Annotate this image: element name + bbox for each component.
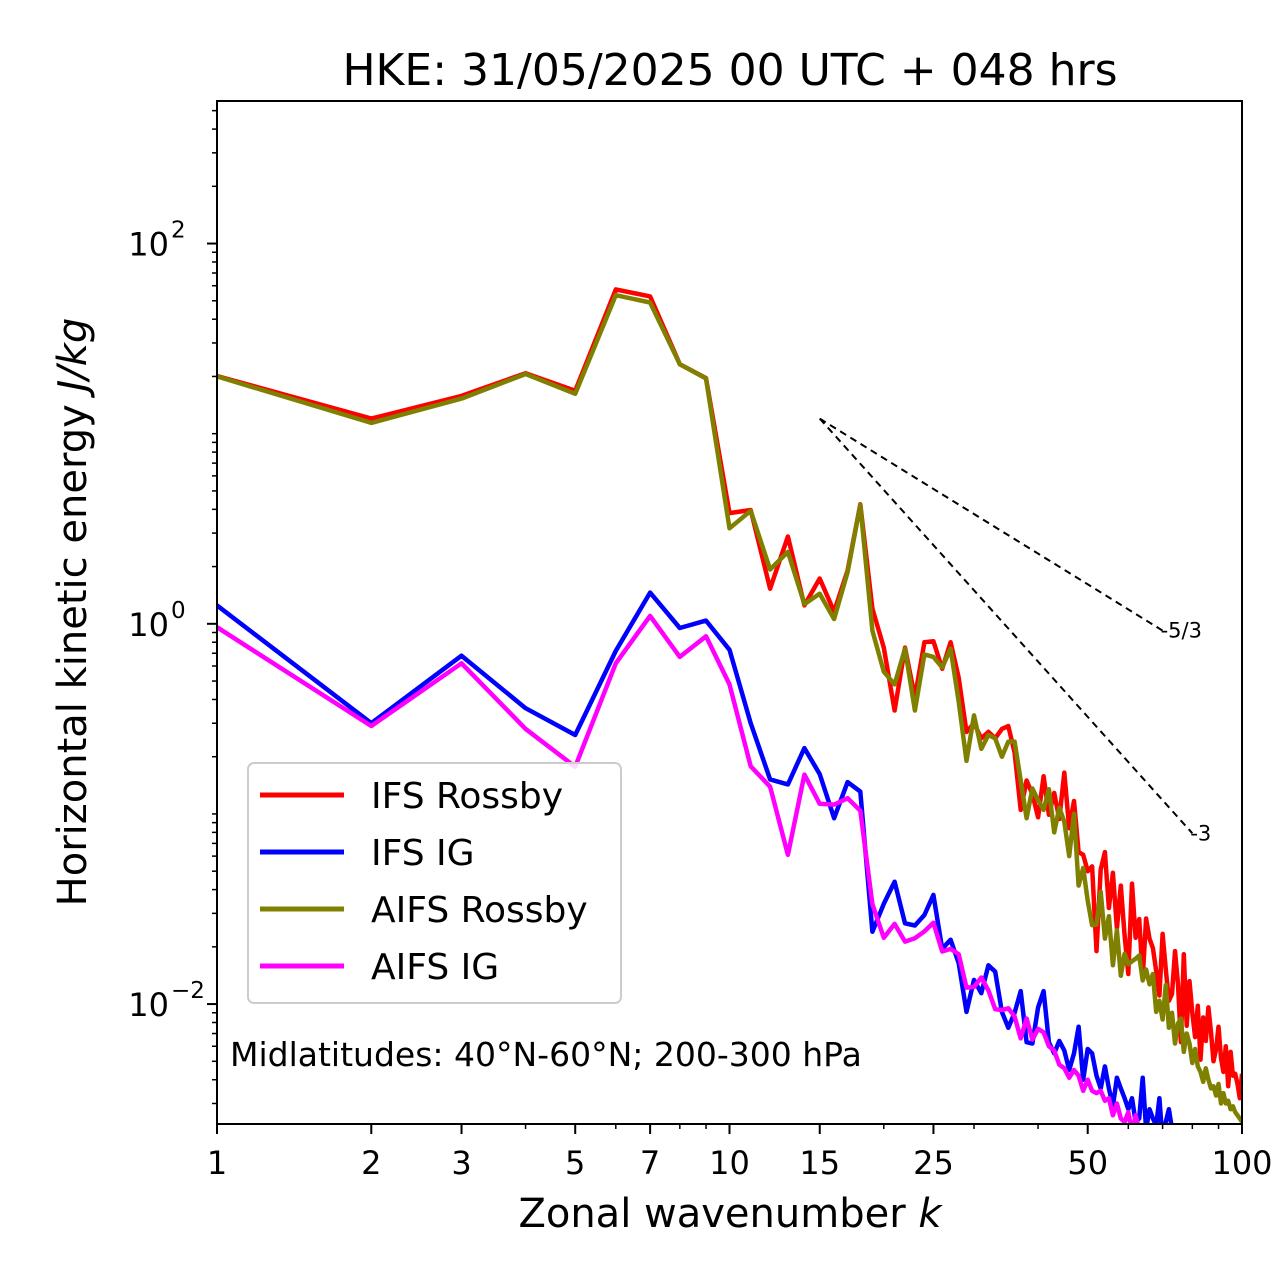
x-tick-label: 3: [451, 1144, 471, 1182]
region-annotation: Midlatitudes: 40°N-60°N; 200-300 hPa: [230, 1035, 862, 1074]
x-tick-label: 25: [913, 1144, 954, 1182]
x-tick-label: 1: [207, 1144, 227, 1182]
y-tick-exponent: 0: [171, 598, 186, 624]
x-tick-label: 2: [361, 1144, 381, 1182]
x-tick-label: 5: [565, 1144, 585, 1182]
legend-label-aifs-ig: AIFS IG: [371, 947, 499, 988]
x-tick-label: 10: [709, 1144, 750, 1182]
reference-slopes: -5/3 -3: [819, 417, 1211, 845]
y-tick-label: 10: [128, 226, 169, 264]
x-tick-label: 7: [640, 1144, 660, 1182]
series-line-aifs-rossby: [217, 292, 1242, 1124]
x-axis-label: Zonal wavenumber k: [518, 1191, 943, 1237]
y-tick-exponent: −2: [171, 978, 205, 1004]
series-line-aifs-ig: [217, 613, 1148, 1124]
legend-label-aifs-rossby: AIFS Rossby: [371, 890, 588, 931]
series-line-ifs-ig: [217, 590, 1174, 1124]
y-tick-label: 10: [128, 606, 169, 644]
y-tick-exponent: 2: [171, 218, 186, 244]
legend: IFS Rossby IFS IG AIFS Rossby AIFS IG: [247, 762, 622, 1004]
legend-label-ifs-ig: IFS IG: [371, 833, 475, 874]
legend-box: [247, 762, 622, 1004]
legend-label-ifs-rossby: IFS Rossby: [371, 776, 563, 817]
y-tick-label: 10: [128, 986, 169, 1024]
plot-frame: [216, 100, 1243, 1125]
reference-slope-line: [819, 417, 1194, 834]
x-tick-label: 100: [1211, 1144, 1272, 1182]
data-series: [217, 287, 1242, 1124]
x-tick-label: 50: [1067, 1144, 1108, 1182]
chart-title: HKE: 31/05/2025 00 UTC + 048 hrs: [342, 45, 1117, 96]
y-axis-label: Horizontal kinetic energy J/kg: [50, 318, 96, 907]
x-tick-label: 15: [799, 1144, 840, 1182]
reference-slope-label: -5/3: [1161, 619, 1202, 643]
reference-slope-label: -3: [1190, 821, 1211, 845]
